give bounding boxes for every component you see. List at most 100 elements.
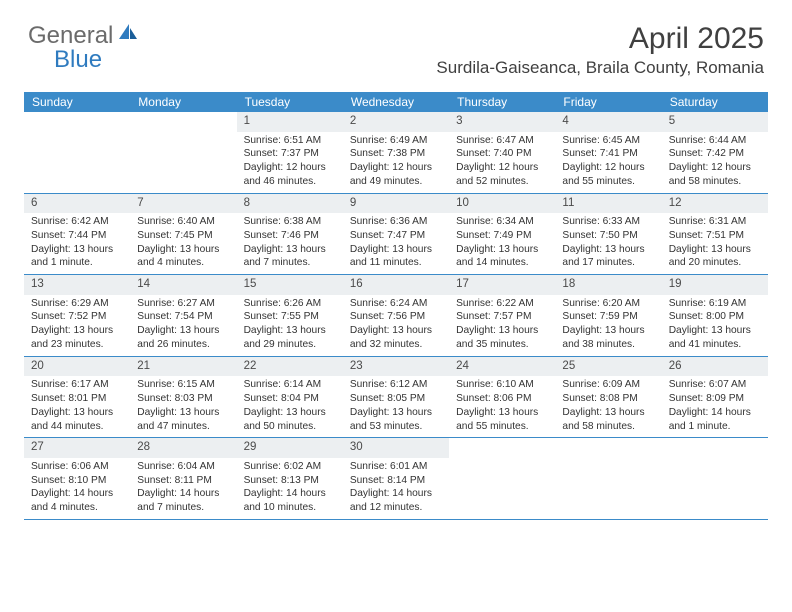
- day-number: 9: [343, 194, 449, 214]
- sunrise-text: Sunrise: 6:47 AM: [456, 134, 550, 148]
- daylight-text: Daylight: 14 hours: [244, 487, 338, 501]
- daylight-text: Daylight: 13 hours: [669, 243, 763, 257]
- daylight-text: Daylight: 13 hours: [562, 324, 656, 338]
- day-header-cell: Friday: [555, 92, 661, 112]
- day-cell: [555, 438, 661, 519]
- day-number: 13: [24, 275, 130, 295]
- sunset-text: Sunset: 7:38 PM: [350, 147, 444, 161]
- day-header-cell: Saturday: [662, 92, 768, 112]
- sunset-text: Sunset: 7:50 PM: [562, 229, 656, 243]
- day-number: 6: [24, 194, 130, 214]
- day-number: 5: [662, 112, 768, 132]
- sunset-text: Sunset: 8:05 PM: [350, 392, 444, 406]
- day-number: 20: [24, 357, 130, 377]
- sunrise-text: Sunrise: 6:33 AM: [562, 215, 656, 229]
- daylight-text: Daylight: 13 hours: [137, 406, 231, 420]
- sunset-text: Sunset: 8:14 PM: [350, 474, 444, 488]
- daylight-text: Daylight: 12 hours: [562, 161, 656, 175]
- daylight-text: Daylight: 13 hours: [350, 406, 444, 420]
- day-number: 1: [237, 112, 343, 132]
- daylight-text: and 26 minutes.: [137, 338, 231, 352]
- sunrise-text: Sunrise: 6:51 AM: [244, 134, 338, 148]
- daylight-text: Daylight: 13 hours: [31, 243, 125, 257]
- sunrise-text: Sunrise: 6:34 AM: [456, 215, 550, 229]
- sunrise-text: Sunrise: 6:07 AM: [669, 378, 763, 392]
- daylight-text: and 10 minutes.: [244, 501, 338, 515]
- day-number: 7: [130, 194, 236, 214]
- sunrise-text: Sunrise: 6:20 AM: [562, 297, 656, 311]
- sunset-text: Sunset: 8:03 PM: [137, 392, 231, 406]
- daylight-text: and 55 minutes.: [562, 175, 656, 189]
- sunrise-text: Sunrise: 6:22 AM: [456, 297, 550, 311]
- daylight-text: Daylight: 13 hours: [456, 324, 550, 338]
- day-header-cell: Wednesday: [343, 92, 449, 112]
- day-cell: 2Sunrise: 6:49 AMSunset: 7:38 PMDaylight…: [343, 112, 449, 193]
- calendar: SundayMondayTuesdayWednesdayThursdayFrid…: [24, 92, 768, 520]
- daylight-text: and 50 minutes.: [244, 420, 338, 434]
- daylight-text: Daylight: 13 hours: [31, 324, 125, 338]
- daylight-text: Daylight: 13 hours: [456, 406, 550, 420]
- sunrise-text: Sunrise: 6:44 AM: [669, 134, 763, 148]
- day-cell: 10Sunrise: 6:34 AMSunset: 7:49 PMDayligh…: [449, 194, 555, 275]
- sunrise-text: Sunrise: 6:29 AM: [31, 297, 125, 311]
- day-cell: 29Sunrise: 6:02 AMSunset: 8:13 PMDayligh…: [237, 438, 343, 519]
- day-cell: 23Sunrise: 6:12 AMSunset: 8:05 PMDayligh…: [343, 357, 449, 438]
- daylight-text: Daylight: 13 hours: [562, 406, 656, 420]
- daylight-text: Daylight: 13 hours: [244, 406, 338, 420]
- day-header-cell: Sunday: [24, 92, 130, 112]
- daylight-text: Daylight: 13 hours: [244, 324, 338, 338]
- daylight-text: Daylight: 12 hours: [350, 161, 444, 175]
- sunset-text: Sunset: 8:11 PM: [137, 474, 231, 488]
- sunrise-text: Sunrise: 6:12 AM: [350, 378, 444, 392]
- day-cell: 24Sunrise: 6:10 AMSunset: 8:06 PMDayligh…: [449, 357, 555, 438]
- daylight-text: and 46 minutes.: [244, 175, 338, 189]
- sunrise-text: Sunrise: 6:09 AM: [562, 378, 656, 392]
- sunrise-text: Sunrise: 6:15 AM: [137, 378, 231, 392]
- daylight-text: Daylight: 13 hours: [456, 243, 550, 257]
- day-cell: 8Sunrise: 6:38 AMSunset: 7:46 PMDaylight…: [237, 194, 343, 275]
- day-cell: 19Sunrise: 6:19 AMSunset: 8:00 PMDayligh…: [662, 275, 768, 356]
- sunset-text: Sunset: 7:59 PM: [562, 310, 656, 324]
- day-cell: 30Sunrise: 6:01 AMSunset: 8:14 PMDayligh…: [343, 438, 449, 519]
- day-cell: 25Sunrise: 6:09 AMSunset: 8:08 PMDayligh…: [555, 357, 661, 438]
- day-number: 12: [662, 194, 768, 214]
- sunset-text: Sunset: 7:57 PM: [456, 310, 550, 324]
- sunrise-text: Sunrise: 6:17 AM: [31, 378, 125, 392]
- day-number: 8: [237, 194, 343, 214]
- day-cell: 12Sunrise: 6:31 AMSunset: 7:51 PMDayligh…: [662, 194, 768, 275]
- sunrise-text: Sunrise: 6:01 AM: [350, 460, 444, 474]
- daylight-text: and 55 minutes.: [456, 420, 550, 434]
- sunset-text: Sunset: 7:49 PM: [456, 229, 550, 243]
- sunset-text: Sunset: 7:37 PM: [244, 147, 338, 161]
- daylight-text: Daylight: 12 hours: [456, 161, 550, 175]
- daylight-text: and 1 minute.: [669, 420, 763, 434]
- sunrise-text: Sunrise: 6:14 AM: [244, 378, 338, 392]
- daylight-text: and 4 minutes.: [31, 501, 125, 515]
- daylight-text: and 38 minutes.: [562, 338, 656, 352]
- daylight-text: and 35 minutes.: [456, 338, 550, 352]
- sunrise-text: Sunrise: 6:04 AM: [137, 460, 231, 474]
- sunset-text: Sunset: 8:01 PM: [31, 392, 125, 406]
- day-cell: [24, 112, 130, 193]
- day-cell: 22Sunrise: 6:14 AMSunset: 8:04 PMDayligh…: [237, 357, 343, 438]
- sunset-text: Sunset: 8:13 PM: [244, 474, 338, 488]
- sunrise-text: Sunrise: 6:10 AM: [456, 378, 550, 392]
- sunset-text: Sunset: 7:54 PM: [137, 310, 231, 324]
- daylight-text: and 58 minutes.: [562, 420, 656, 434]
- daylight-text: and 20 minutes.: [669, 256, 763, 270]
- day-number: 30: [343, 438, 449, 458]
- daylight-text: and 49 minutes.: [350, 175, 444, 189]
- sunset-text: Sunset: 8:06 PM: [456, 392, 550, 406]
- daylight-text: and 11 minutes.: [350, 256, 444, 270]
- day-number: 16: [343, 275, 449, 295]
- day-cell: 26Sunrise: 6:07 AMSunset: 8:09 PMDayligh…: [662, 357, 768, 438]
- daylight-text: and 41 minutes.: [669, 338, 763, 352]
- daylight-text: Daylight: 13 hours: [669, 324, 763, 338]
- sunrise-text: Sunrise: 6:40 AM: [137, 215, 231, 229]
- sunset-text: Sunset: 8:10 PM: [31, 474, 125, 488]
- day-number: 17: [449, 275, 555, 295]
- daylight-text: and 44 minutes.: [31, 420, 125, 434]
- location-subtitle: Surdila-Gaiseanca, Braila County, Romani…: [436, 58, 764, 78]
- sunset-text: Sunset: 7:41 PM: [562, 147, 656, 161]
- day-header-cell: Tuesday: [237, 92, 343, 112]
